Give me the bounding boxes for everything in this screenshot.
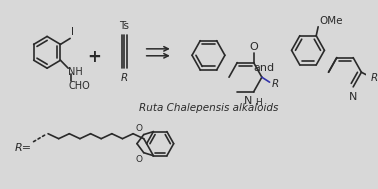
Text: R: R — [271, 79, 279, 89]
Text: O: O — [249, 42, 258, 52]
Text: Ts: Ts — [119, 22, 129, 31]
Text: O: O — [136, 124, 143, 133]
Text: R=: R= — [14, 143, 31, 153]
Text: and: and — [253, 63, 274, 73]
Text: CHO: CHO — [68, 81, 90, 91]
Text: +: + — [87, 48, 101, 66]
Text: H: H — [256, 98, 262, 107]
Text: I: I — [71, 27, 74, 37]
Text: OMe: OMe — [319, 16, 342, 26]
Text: R: R — [121, 73, 128, 83]
Text: NH: NH — [68, 67, 83, 77]
Text: N: N — [349, 92, 357, 102]
Text: Ruta Chalepensis alkaloids: Ruta Chalepensis alkaloids — [139, 103, 278, 113]
Text: R: R — [371, 73, 378, 83]
Text: N: N — [244, 96, 253, 106]
Text: O: O — [136, 155, 143, 164]
